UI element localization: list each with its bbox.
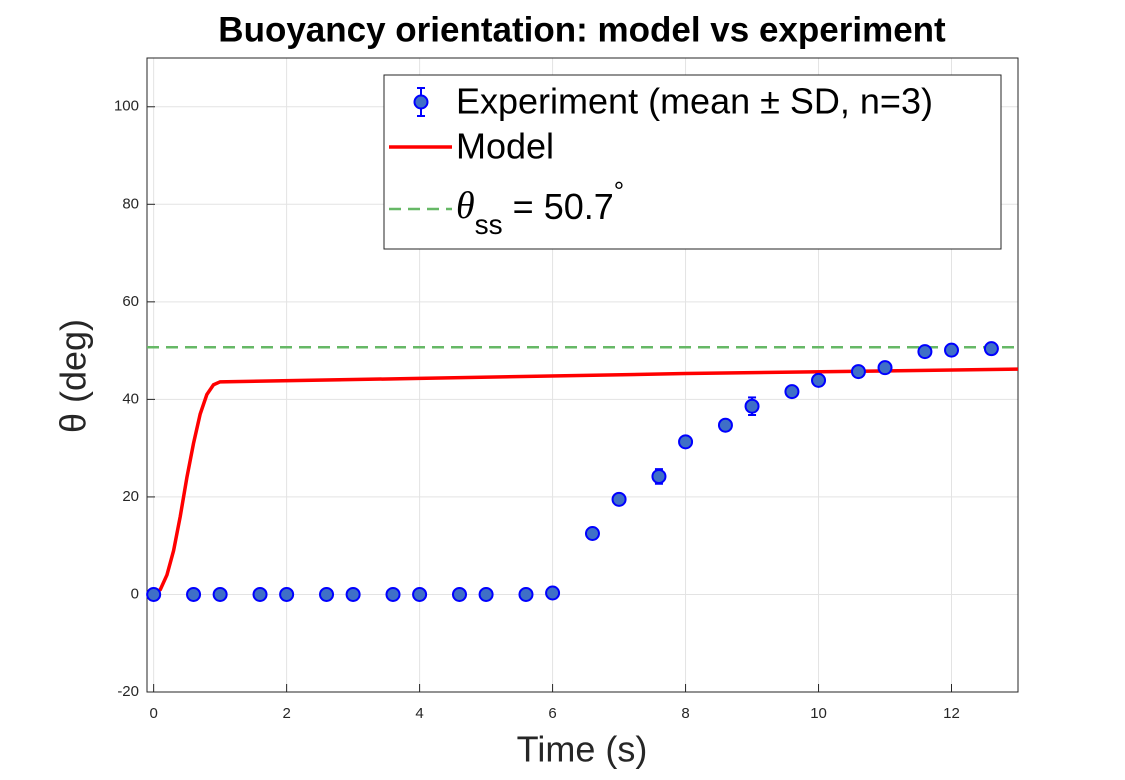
y-tick-label: 40 [122,390,139,407]
y-axis-label: θ (deg) [53,319,94,433]
x-tick-label: 8 [681,705,689,722]
legend-label: Model [456,126,554,167]
x-tick-label: 2 [282,705,290,722]
data-point [252,586,268,602]
data-point [345,586,361,602]
data-point [545,585,561,601]
y-tick-label: 20 [122,488,139,505]
data-point [651,468,667,484]
data-point [478,586,494,602]
model-line [152,367,1019,596]
legend-box [383,74,1002,250]
legend-label: θss = 50.7° [456,176,624,241]
y-tick-label: 0 [131,585,139,602]
x-axis-label: Time (s) [517,729,648,770]
data-point [518,586,534,602]
data-point [917,344,933,360]
data-point [279,586,295,602]
data-point [451,586,467,602]
legend-label-subscript: ss [475,209,503,240]
x-tick-label: 6 [548,705,556,722]
legend-label-symbol: θ [456,185,475,227]
data-point [385,586,401,602]
legend-label-text: = 50.7 [503,186,614,227]
data-point [678,434,694,450]
y-tick-label: 100 [114,98,139,115]
data-point [584,526,600,541]
chart-title: Buoyancy orientation: model vs experimen… [218,10,946,49]
x-tick-label: 10 [810,705,827,722]
data-point [744,398,760,414]
data-point [186,586,202,602]
data-point [983,341,999,357]
data-point [811,372,827,388]
data-point [877,360,893,376]
data-point [784,384,800,400]
x-tick-label: 12 [943,705,960,722]
legend-label: Experiment (mean ± SD, n=3) [456,81,933,122]
x-tick-label: 0 [149,705,157,722]
data-point [611,491,627,507]
x-tick-label: 4 [415,705,423,722]
data-point [412,586,428,602]
data-point [850,364,866,380]
data-point [319,586,335,602]
y-tick-label: -20 [117,683,139,700]
data-point [146,586,162,602]
legend-symbol [413,94,429,110]
data-point [944,342,960,358]
data-point [212,586,228,602]
y-tick-label: 60 [122,293,139,310]
data-point [717,417,733,433]
plot-frame [146,57,1019,693]
y-tick-label: 80 [122,195,139,212]
legend-label-superscript: ° [614,176,624,206]
